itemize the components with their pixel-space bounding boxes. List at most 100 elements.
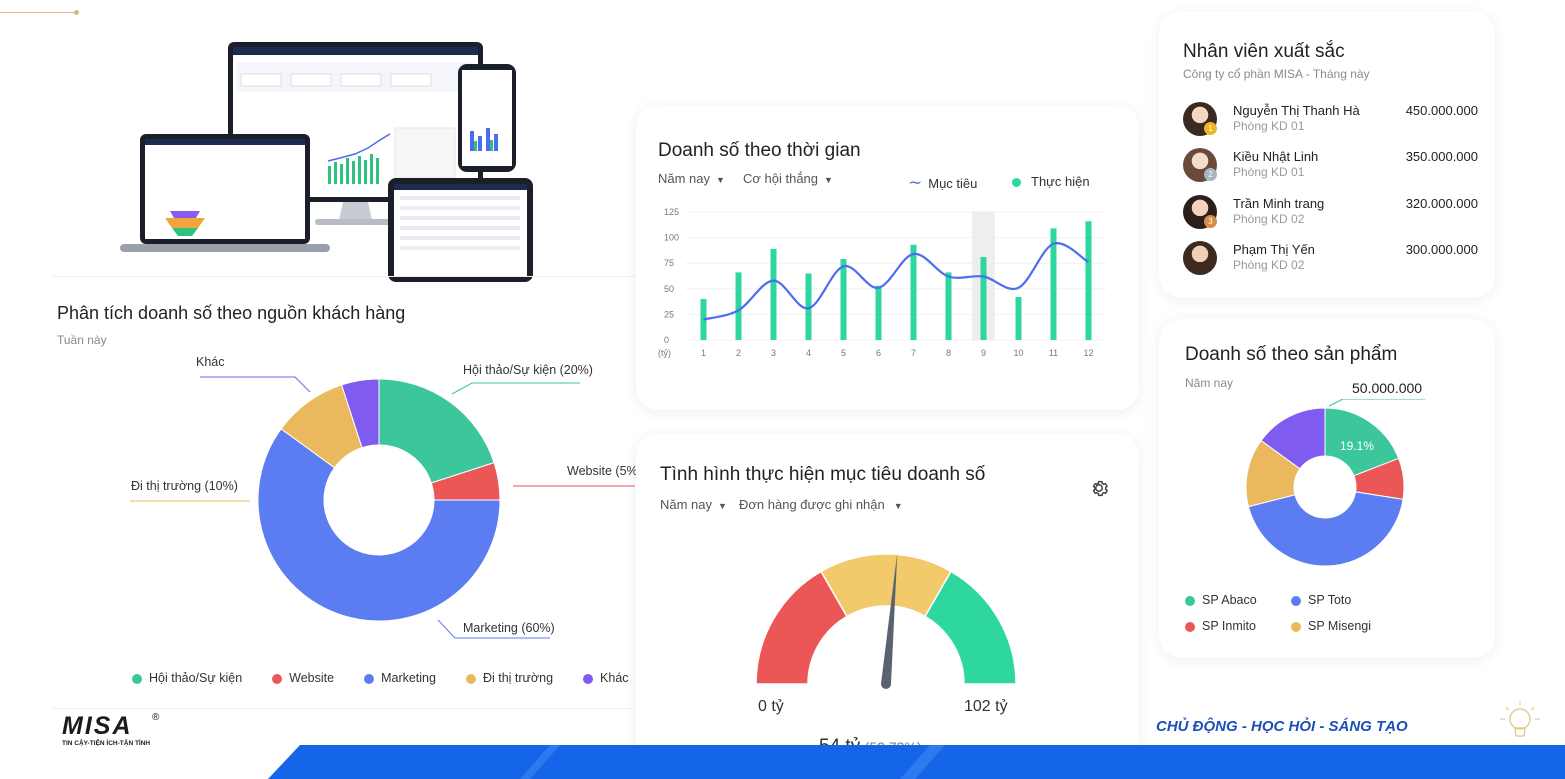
top-employees-title: Nhân viên xuất sắc: [1183, 41, 1345, 62]
legend-label: SP Abaco: [1202, 593, 1257, 607]
product-sales-subtitle: Năm nay: [1185, 376, 1234, 390]
employee-list: 1 Nguyễn Thị Thanh Hà Phòng KD 01 450.00…: [1183, 102, 1478, 282]
product-donut-chart: 19.1%: [1245, 399, 1425, 567]
legend-dot: [1012, 178, 1021, 188]
legend-label: Website: [289, 671, 335, 685]
slice-toto[interactable]: [1247, 491, 1404, 567]
gauge-period-dropdown[interactable]: Năm nay ▼: [660, 497, 727, 512]
employee-sales: 450.000.000: [1405, 103, 1478, 118]
employee-dept: Phòng KD 02: [1233, 212, 1305, 226]
y-tick-label: 125: [664, 207, 679, 217]
bar-month-6[interactable]: [875, 285, 882, 340]
bar-month-9[interactable]: [980, 257, 987, 340]
chevron-down-icon: ▼: [716, 175, 725, 185]
employee-sales: 320.000.000: [1405, 196, 1478, 211]
label-khac: Khác: [196, 355, 225, 369]
gauge-period-label: Năm nay: [660, 497, 713, 512]
x-tick-label: 9: [981, 348, 986, 358]
crm-devices-illustration: [120, 42, 533, 282]
gear-icon: [1092, 480, 1108, 497]
source-analysis-subtitle: Tuần này: [57, 333, 107, 347]
gauge-needle-hub: [881, 679, 891, 689]
employee-row[interactable]: 3 Trần Minh trang Phòng KD 02 320.000.00…: [1183, 195, 1478, 235]
gauge-min-label: 0 tỷ: [758, 698, 784, 715]
legend-dot: [1185, 621, 1195, 632]
employee-row[interactable]: Phạm Thị Yến Phòng KD 02 300.000.000: [1183, 241, 1478, 281]
legend-item-hoi-thao[interactable]: Hội thảo/Sự kiện: [132, 671, 242, 685]
y-tick-label: 50: [664, 284, 674, 294]
y-tick-label: 25: [664, 309, 674, 319]
misa-tagline: TIN CẬY-TIỆN ÍCH-TẬN TÌNH: [62, 740, 151, 747]
legend-item-di-thi-truong[interactable]: Đi thị trường: [465, 671, 553, 685]
legend-item-marketing[interactable]: Marketing: [364, 671, 436, 685]
target-line[interactable]: [703, 242, 1090, 321]
x-tick-label: 7: [911, 348, 916, 358]
legend-target[interactable]: ∼ Mục tiêu: [908, 173, 977, 193]
leader-khac: [200, 376, 311, 393]
label-hoi-thao: Hội thảo/Sự kiện (20%): [463, 363, 593, 377]
legend-item-abaco[interactable]: SP Abaco: [1185, 593, 1257, 607]
slice-hoi-thao[interactable]: [378, 378, 495, 484]
bar-month-3[interactable]: [770, 248, 777, 340]
source-legend: Hội thảo/Sự kiện Website Marketing Đi th…: [132, 671, 629, 685]
employee-row[interactable]: 2 Kiều Nhật Linh Phòng KD 01 350.000.000: [1183, 148, 1478, 188]
employee-sales: 350.000.000: [1405, 149, 1478, 164]
legend-dot: [1291, 621, 1301, 632]
bar-month-7[interactable]: [910, 244, 917, 340]
period-dropdown[interactable]: Năm nay ▼: [658, 171, 725, 186]
product-callout-value: 50.000.000: [1352, 380, 1423, 396]
label-marketing: Marketing (60%): [463, 621, 555, 635]
gauge-needle: [881, 552, 898, 685]
product-sales-title: Doanh số theo sản phẩm: [1185, 344, 1398, 365]
slogan: CHỦ ĐỘNG - HỌC HỎI - SÁNG TẠO: [1156, 718, 1408, 735]
source-analysis-title: Phân tích doanh số theo nguồn khách hàng: [57, 303, 406, 323]
bar-month-5[interactable]: [840, 259, 847, 340]
bottom-blue-band: [268, 745, 1565, 779]
gauge-type-dropdown[interactable]: Đơn hàng được ghi nhận ▼: [739, 497, 903, 512]
employee-row[interactable]: 1 Nguyễn Thị Thanh Hà Phòng KD 01 450.00…: [1183, 102, 1478, 142]
legend-item-website[interactable]: Website: [272, 671, 334, 685]
legend-item-inmito[interactable]: SP Inmito: [1185, 619, 1256, 633]
x-tick-label: 2: [736, 348, 741, 358]
bar-month-4[interactable]: [805, 273, 812, 340]
bar-month-12[interactable]: [1085, 221, 1092, 340]
bar-month-10[interactable]: [1015, 296, 1022, 340]
bar-month-8[interactable]: [945, 272, 952, 340]
bar-month-1[interactable]: [700, 299, 707, 340]
callout-leader: [1328, 399, 1425, 407]
label-di-thi-truong: Đi thị trường (10%): [131, 479, 238, 493]
leader-marketing: [437, 619, 550, 639]
employee-dept: Phòng KD 01: [1233, 165, 1305, 179]
chevron-down-icon: ▼: [893, 501, 903, 511]
slice-marketing[interactable]: [257, 428, 501, 622]
slice-other[interactable]: [1260, 407, 1326, 470]
x-tick-label: 6: [876, 348, 881, 358]
legend-item-khac[interactable]: Khác: [583, 671, 629, 685]
legend-label: SP Misengi: [1308, 619, 1371, 633]
x-tick-label: 1: [701, 348, 706, 358]
product-sales-card: Doanh số theo sản phẩm Năm nay 50.000.00…: [1159, 319, 1495, 658]
legend-item-toto[interactable]: SP Toto: [1291, 593, 1351, 607]
gauge-segment-high: [923, 570, 1017, 685]
type-dropdown[interactable]: Cơ hội thắng ▼: [743, 171, 833, 186]
top-employees-subtitle: Công ty cổ phần MISA - Tháng này: [1183, 67, 1370, 81]
employee-name: Phạm Thị Yến: [1233, 242, 1315, 257]
slice-khac[interactable]: [340, 378, 380, 449]
legend-dot: [132, 673, 142, 684]
legend-dot: [1291, 595, 1301, 606]
legend-actual[interactable]: Thực hiện: [1012, 174, 1090, 189]
top-accent-dot: [74, 10, 79, 15]
legend-item-misengi[interactable]: SP Misengi: [1291, 619, 1371, 633]
bar-month-2[interactable]: [735, 272, 742, 340]
chevron-down-icon: ▼: [824, 175, 833, 185]
period-dropdown-label: Năm nay: [658, 171, 711, 186]
legend-actual-label: Thực hiện: [1031, 174, 1090, 189]
bar-month-11[interactable]: [1050, 228, 1057, 340]
settings-gear-icon[interactable]: [1088, 477, 1110, 499]
employee-name: Nguyễn Thị Thanh Hà: [1233, 103, 1360, 118]
lightbulb-icon: [1500, 701, 1540, 737]
legend-label: Khác: [600, 671, 629, 685]
wave-line-icon: ∼: [908, 173, 923, 192]
source-donut-chart: [130, 376, 635, 639]
